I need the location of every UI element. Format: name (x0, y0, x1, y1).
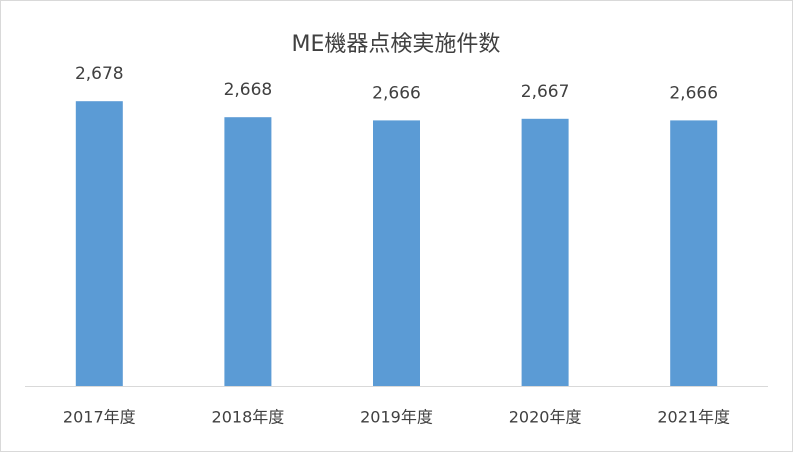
value-label: 2,678 (75, 64, 124, 84)
bar (670, 120, 718, 387)
value-label: 2,667 (521, 82, 570, 102)
bar (224, 117, 272, 386)
bar (75, 101, 123, 386)
x-tick-label: 2021年度 (657, 408, 730, 427)
x-tick-label: 2017年度 (63, 408, 136, 427)
value-label: 2,668 (224, 80, 273, 100)
bar (373, 120, 420, 387)
bar (521, 118, 569, 387)
x-tick-label: 2020年度 (509, 408, 582, 427)
x-tick-label: 2019年度 (360, 408, 433, 427)
chart-title: ME機器点検実施件数 (292, 32, 501, 57)
x-tick-label: 2018年度 (212, 408, 285, 427)
value-label: 2,666 (372, 83, 421, 103)
value-label: 2,666 (669, 83, 718, 103)
